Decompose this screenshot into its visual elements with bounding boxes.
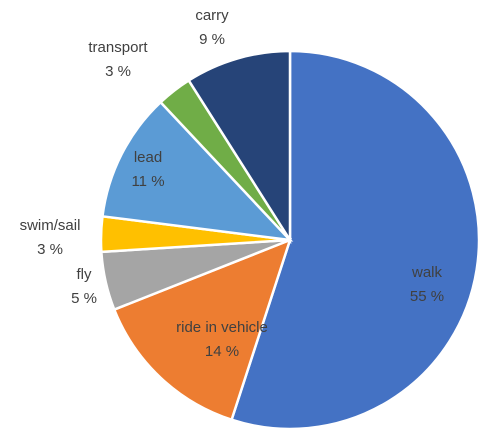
slice-label: lead	[134, 149, 162, 166]
slice-label: transport	[88, 39, 148, 56]
pie-slice	[112, 237, 293, 422]
slice-value-label: 14 %	[205, 343, 239, 360]
slice-label: carry	[195, 7, 229, 24]
pie-slice	[187, 49, 292, 245]
slice-value-label: 9 %	[199, 31, 225, 48]
slice-value-label: 11 %	[131, 173, 164, 190]
slice-value-label: 5 %	[71, 290, 97, 307]
slice-label: ride in vehicle	[176, 319, 268, 336]
slice-label: fly	[77, 266, 93, 283]
slice-label: swim/sail	[20, 217, 81, 234]
slice-value-label: 3 %	[105, 63, 131, 80]
slice-label: walk	[411, 264, 443, 281]
pie-slice	[230, 49, 480, 431]
slice-value-label: 3 %	[37, 241, 63, 258]
slice-value-label: 55 %	[410, 288, 444, 305]
pie-slice	[101, 100, 294, 242]
